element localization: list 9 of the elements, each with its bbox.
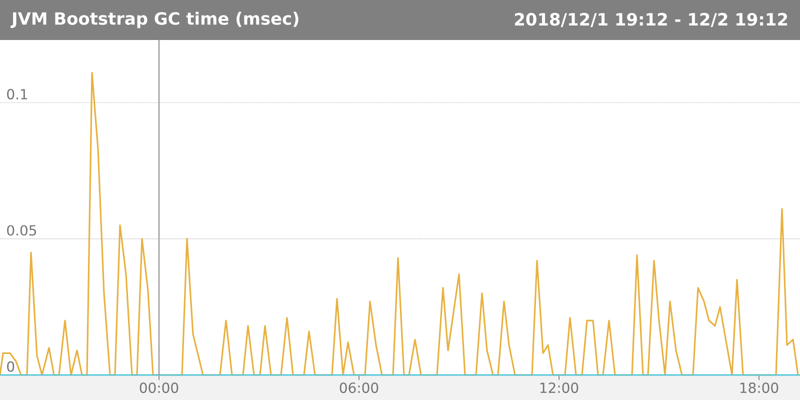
y-tick-label: 0 bbox=[7, 361, 14, 372]
chart-title: JVM Bootstrap GC time (msec) bbox=[10, 12, 298, 28]
chart-subtitle: 2018/12/1 19:12 - 12/2 19:12 bbox=[514, 12, 788, 28]
y-tick-label: 0.1 bbox=[7, 88, 28, 100]
x-tick-label: 12:00 bbox=[540, 382, 578, 394]
x-tick-label: 00:00 bbox=[140, 382, 178, 394]
y-tick-label: 0.05 bbox=[7, 225, 36, 236]
x-tick-label: 06:00 bbox=[340, 382, 378, 394]
x-tick-label: 18:00 bbox=[740, 382, 778, 394]
